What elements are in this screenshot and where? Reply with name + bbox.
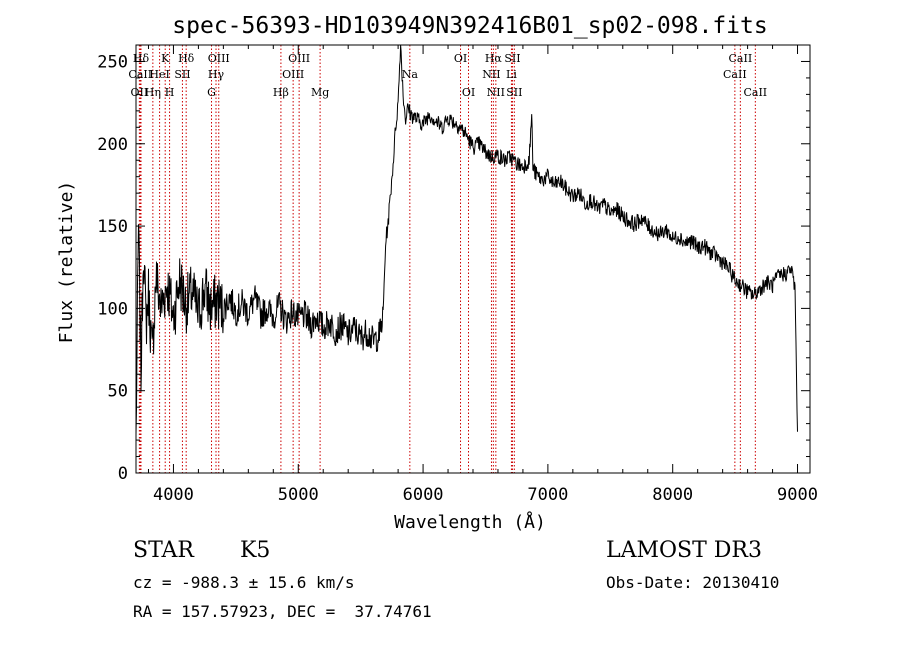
marker-label-10: Hγ: [208, 68, 225, 81]
y-tick-label-200: 200: [97, 135, 128, 155]
marker-label-16: Na: [402, 68, 419, 81]
marker-label-15: Mg: [311, 86, 329, 99]
x-tick-label-8000: 8000: [652, 485, 693, 505]
marker-label-25: CaII: [729, 52, 753, 65]
marker-label-5: Hη: [145, 86, 161, 99]
y-axis-label: Flux (relative): [56, 181, 77, 344]
marker-label-1: CaII: [128, 68, 152, 81]
marker-label-23: NII: [487, 86, 505, 99]
marker-label-21: NII: [482, 68, 500, 81]
series-layer: [136, 45, 798, 435]
marker-label-4: HeI: [149, 68, 169, 81]
x-tick-label-4000: 4000: [153, 485, 194, 505]
series-line-flux: [136, 45, 798, 435]
marker-label-7: SII: [174, 68, 190, 81]
y-tick-label-100: 100: [97, 299, 128, 319]
marker-label-24: SII: [506, 86, 522, 99]
x-tick-label-5000: 5000: [278, 485, 319, 505]
marker-label-27: CaII: [743, 86, 767, 99]
line-markers: [138, 45, 756, 473]
marker-label-17: OI: [454, 52, 467, 65]
survey-name: LAMOST DR3: [606, 538, 762, 563]
x-tick-label-9000: 9000: [777, 485, 818, 505]
plot-frame: [135, 44, 811, 474]
marker-label-13: OIII: [282, 68, 304, 81]
marker-label-18: OI: [462, 86, 475, 99]
marker-label-22: Li: [506, 68, 517, 81]
x-axis-label: Wavelength (Å): [394, 511, 546, 533]
marker-label-14: Hβ: [273, 86, 289, 99]
y-tick-label-50: 50: [108, 382, 128, 402]
y-tick-label-0: 0: [118, 464, 128, 484]
object-subclass: K5: [240, 538, 271, 563]
redshift-cz: cz = -988.3 ± 15.6 km/s: [133, 573, 355, 592]
x-tick-label-6000: 6000: [403, 485, 444, 505]
marker-label-0: Hδ: [133, 52, 150, 65]
marker-label-6: Hδ: [178, 52, 195, 65]
marker-label-2: OII: [131, 86, 149, 99]
marker-label-3: K: [161, 52, 170, 65]
marker-label-11: G: [207, 86, 216, 99]
marker-label-9: OIII: [208, 52, 230, 65]
y-tick-label-150: 150: [97, 217, 128, 237]
object-class: STAR: [133, 538, 194, 563]
x-tick-label-7000: 7000: [527, 485, 568, 505]
marker-label-8: H: [165, 86, 175, 99]
sky-coordinates: RA = 157.57923, DEC = 37.74761: [133, 602, 432, 621]
marker-labels: Hδ CaII OII K HeI Hη Hδ SII H OIII Hγ G OIII OIII Hβ Mg…: [128, 52, 767, 99]
marker-label-26: CaII: [723, 68, 747, 81]
y-tick-label-250: 250: [97, 52, 128, 72]
marker-label-19: Hα: [485, 52, 503, 65]
chart-title: spec-56393-HD103949N392416B01_sp02-098.f…: [172, 13, 767, 39]
marker-label-20: SII: [504, 52, 520, 65]
marker-label-12: OIII: [288, 52, 310, 65]
axes: 4000 5000 6000 7000 8000 9000 0 50 100 150 200 250: [97, 44, 818, 505]
observation-date: Obs-Date: 20130410: [606, 573, 780, 592]
